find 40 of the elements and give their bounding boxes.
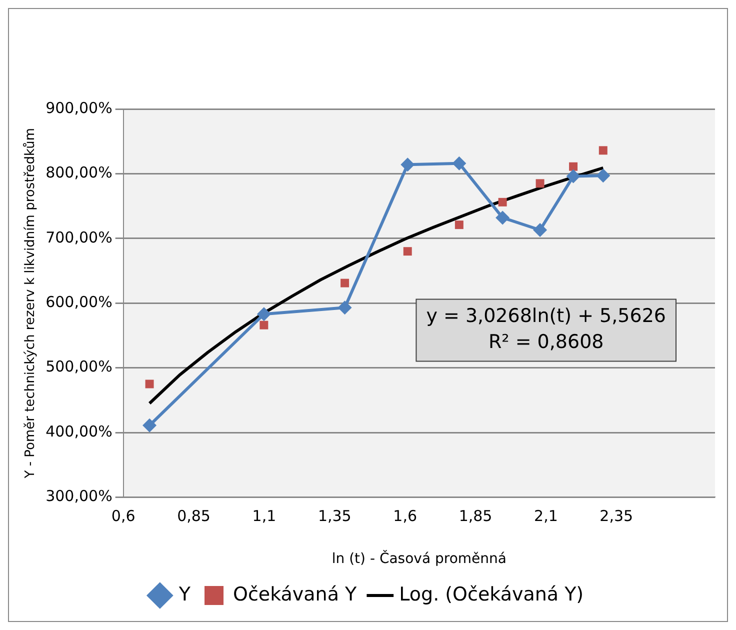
y-tick-label: 400,00% — [46, 422, 112, 440]
y-tick-label: 500,00% — [46, 358, 112, 376]
point — [596, 168, 610, 183]
point — [145, 380, 154, 388]
point — [536, 179, 544, 188]
point — [454, 220, 464, 230]
x-axis-title: ln (t) - Časová proměnná — [332, 550, 506, 568]
annotation: R² = 0,8608 — [488, 331, 604, 354]
x-tick-label: 1,1 — [252, 507, 276, 526]
point — [340, 278, 350, 288]
point — [569, 162, 578, 171]
x-tick-label: 2,35 — [600, 507, 634, 526]
y-axis-title: Y - Poměr technických rezerv k likvidním prostředkům — [22, 128, 38, 480]
y-tick-label: 700,00% — [46, 228, 112, 246]
y-tick-label: 600,00% — [46, 292, 112, 311]
x-tick-label: 2,1 — [534, 507, 558, 526]
point — [142, 418, 157, 432]
point — [496, 210, 510, 225]
annotation: y = 3,0268ln(t) + 5,5626 — [426, 305, 666, 328]
x-tick-label: 0,85 — [177, 507, 210, 526]
legend-label: Log. (Očekávaná Y) — [399, 583, 584, 606]
point — [566, 169, 580, 184]
x-tick-label: 1,35 — [318, 507, 352, 526]
point — [498, 198, 507, 206]
legend-label: Očekávaná Y — [233, 583, 358, 606]
point — [598, 146, 608, 155]
point — [452, 156, 466, 170]
point — [338, 300, 352, 315]
point — [533, 222, 548, 237]
x-tick-label: 1,85 — [458, 507, 492, 526]
y-tick-label: 900,00% — [46, 98, 112, 117]
y-tick-label: 800,00% — [46, 164, 112, 182]
point — [260, 320, 268, 330]
point — [403, 247, 412, 256]
x-tick-label: 0,6 — [111, 507, 136, 526]
legend-label: Y — [178, 583, 191, 606]
y-tick-label: 300,00% — [46, 487, 112, 506]
point — [400, 158, 415, 172]
x-tick-label: 1,6 — [393, 507, 418, 526]
point — [256, 307, 271, 322]
